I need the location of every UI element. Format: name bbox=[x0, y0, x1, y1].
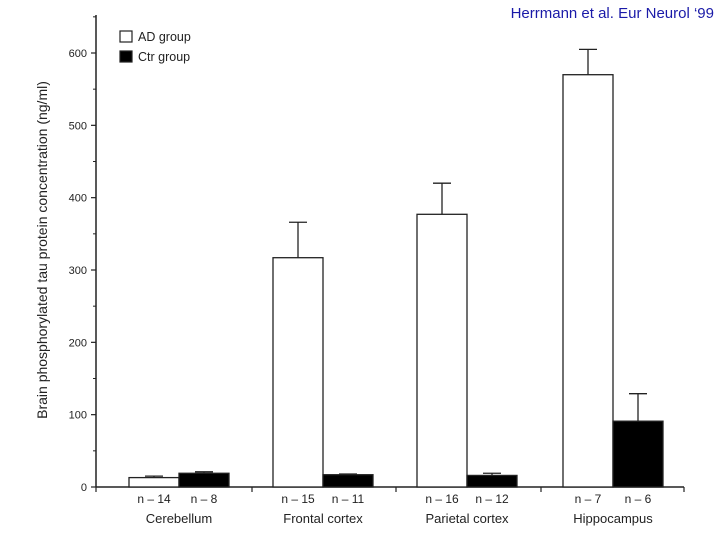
bar-ad-1 bbox=[272, 257, 324, 488]
n-label: n – 7 bbox=[575, 492, 602, 506]
category-label: Frontal cortex bbox=[283, 511, 363, 526]
legend-swatch bbox=[119, 30, 133, 43]
n-label: n – 15 bbox=[281, 492, 315, 506]
y-tick-label: 100 bbox=[69, 410, 87, 422]
bar-ctr-2 bbox=[466, 474, 518, 488]
bar-ctr-1 bbox=[322, 474, 374, 488]
bar-ctr-0 bbox=[178, 472, 230, 488]
y-tick-label: 400 bbox=[69, 193, 87, 205]
y-tick-label: 0 bbox=[81, 482, 87, 494]
bar-ad-0 bbox=[128, 476, 180, 488]
bar-ctr-3 bbox=[612, 420, 664, 488]
y-axis-label: Brain phosphorylated tau protein concent… bbox=[34, 81, 50, 419]
bars-group bbox=[128, 48, 664, 488]
citation-text: Herrmann et al. Eur Neurol ‘99 bbox=[510, 5, 714, 22]
y-tick-label: 600 bbox=[69, 48, 87, 60]
y-tick-label: 200 bbox=[69, 337, 87, 349]
n-label: n – 6 bbox=[625, 492, 652, 506]
y-axis: 0 100 200 300 400 500 600 bbox=[69, 15, 97, 494]
bar-ad-2 bbox=[416, 213, 468, 488]
n-label: n – 12 bbox=[475, 492, 509, 506]
n-label: n – 16 bbox=[425, 492, 459, 506]
x-axis: n – 14 n – 8 Cerebellum n – 15 n – 11 Frontal… bbox=[95, 486, 685, 526]
bar-ad-3 bbox=[562, 74, 614, 488]
legend-label: AD group bbox=[138, 30, 191, 44]
n-label: n – 11 bbox=[332, 492, 365, 506]
category-label: Cerebellum bbox=[146, 511, 212, 526]
category-label: Hippocampus bbox=[573, 511, 653, 526]
legend: AD group Ctr group bbox=[119, 30, 191, 64]
y-tick-label: 300 bbox=[69, 265, 87, 277]
category-label: Parietal cortex bbox=[425, 511, 509, 526]
legend-swatch bbox=[119, 50, 133, 63]
n-label: n – 8 bbox=[191, 492, 218, 506]
n-label: n – 14 bbox=[137, 492, 171, 506]
y-tick-label: 500 bbox=[69, 120, 87, 132]
legend-label: Ctr group bbox=[138, 50, 190, 64]
